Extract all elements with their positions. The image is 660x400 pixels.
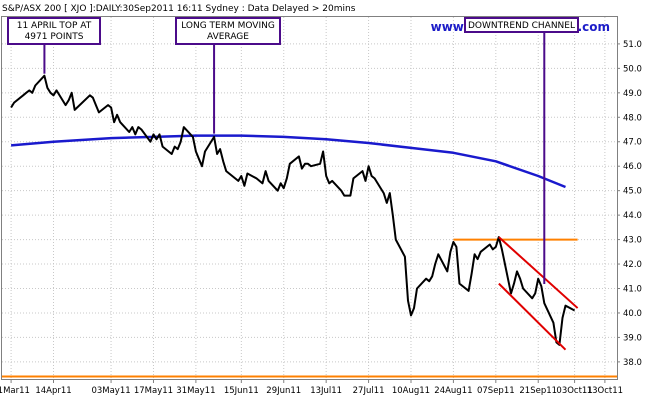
y-axis: 38.0 39.0 40.0 41.0 42.0 43.0 44.0 45.0 46.0 47.0… [617, 40, 642, 368]
annotation-box [175, 17, 281, 45]
downtrend-channel-line [498, 282, 567, 351]
y-tick-label: 42.0 [623, 260, 642, 270]
y-tick-label: 40.0 [623, 309, 642, 319]
x-tick-label: 14Apr11 [35, 386, 71, 396]
x-tick-label: 03Oct11 [556, 386, 592, 396]
x-tick-label: 03May11 [91, 386, 130, 396]
chart-title: S&P/ASX 200 [ XJO ]:DAILY:30Sep2011 16:1… [2, 4, 356, 14]
price-line [10, 74, 576, 346]
x-tick-label: 27Jul11 [353, 386, 385, 396]
annotation-text: DOWNTREND CHANNEL [468, 21, 575, 31]
annotation-text: LONG TERM MOVING [181, 21, 275, 31]
annotation-box [7, 17, 101, 45]
y-tick-label: 51.0 [623, 40, 642, 50]
x-tick-label: 31May11 [176, 386, 215, 396]
x-tick-label: 29Jun11 [266, 386, 301, 396]
annotation-box [464, 17, 579, 33]
downtrend-channel-line [498, 236, 579, 309]
annotation-text: 4971 POINTS [25, 32, 84, 42]
x-tick-label: 07Sep11 [477, 386, 515, 396]
x-tick-label: 21Sep11 [519, 386, 557, 396]
x-tick-label: 13Jul11 [310, 386, 342, 396]
y-tick-label: 46.0 [623, 162, 642, 172]
x-tick-label: 10Aug11 [392, 386, 430, 396]
grid [2, 17, 617, 379]
y-tick-label: 38.0 [623, 358, 642, 368]
annotation-text: AVERAGE [207, 32, 249, 42]
x-tick-label: 15Jun11 [224, 386, 259, 396]
x-tick-label: 24Aug11 [434, 386, 472, 396]
moving-average-line [10, 134, 566, 189]
x-tick-label: 13Oct11 [587, 386, 623, 396]
y-tick-label: 50.0 [623, 64, 642, 74]
x-tick-label: 31Mar11 [0, 386, 30, 396]
x-tick-label: 17May11 [134, 386, 173, 396]
y-tick-label: 43.0 [623, 236, 642, 246]
annotation-text: 11 APRIL TOP AT [17, 21, 92, 31]
y-tick-label: 45.0 [623, 187, 642, 197]
plot-frame [1, 16, 618, 380]
y-tick-label: 47.0 [623, 138, 642, 148]
chart-marks [2, 74, 617, 378]
y-tick-label: 49.0 [623, 89, 642, 99]
y-tick-label: 48.0 [623, 113, 642, 123]
y-tick-label: 41.0 [623, 285, 642, 295]
y-tick-label: 39.0 [623, 333, 642, 343]
y-tick-label: 44.0 [623, 211, 642, 221]
annotation: DOWNTREND CHANNEL [464, 17, 579, 285]
